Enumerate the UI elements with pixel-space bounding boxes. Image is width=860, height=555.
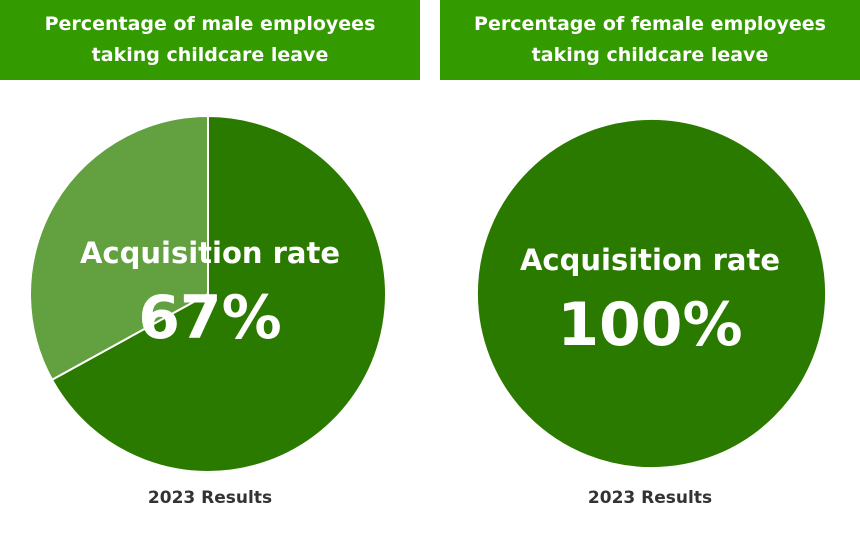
female-childcare-chart-panel: Percentage of female employees taking ch… [440, 0, 860, 555]
female-chart-title-line-2: taking childcare leave [531, 44, 769, 66]
female-chart-title: Percentage of female employees taking ch… [440, 0, 860, 80]
pie-slice-acquired [475, 117, 828, 470]
male-chart-title-line-2: taking childcare leave [91, 44, 329, 66]
female-chart-title-line-1: Percentage of female employees [474, 13, 826, 35]
male-pie-chart [29, 114, 387, 473]
male-chart-title: Percentage of male employees taking chil… [0, 0, 420, 80]
male-chart-title-line-1: Percentage of male employees [44, 13, 376, 35]
female-chart-footer: 2023 Results [587, 488, 713, 508]
female-pie-chart [475, 117, 828, 470]
pie-slice-acquired [50, 114, 387, 473]
male-chart-footer: 2023 Results [147, 488, 273, 508]
male-childcare-chart-panel: Percentage of male employees taking chil… [0, 0, 420, 555]
pie-slice-not-acquired [29, 114, 209, 382]
